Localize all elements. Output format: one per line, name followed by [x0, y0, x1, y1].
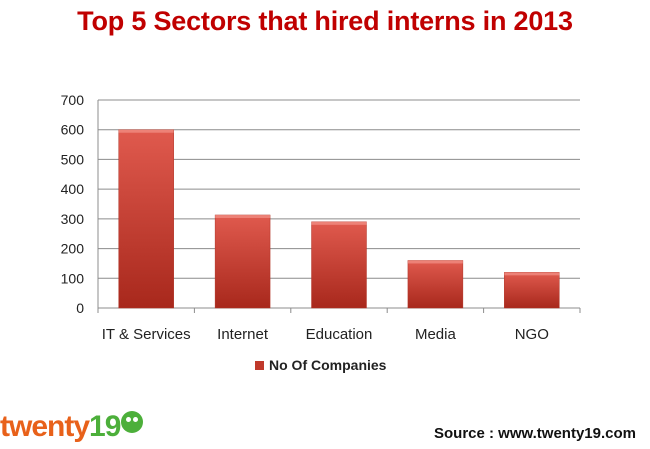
twenty19-logo: twenty 19 — [0, 410, 144, 444]
x-tick-label: Education — [306, 326, 373, 343]
y-tick-label: 400 — [61, 181, 85, 197]
chart-title: Top 5 Sectors that hired interns in 2013 — [77, 6, 573, 36]
legend-swatch — [255, 360, 264, 370]
y-tick-label: 500 — [61, 151, 85, 167]
y-tick-label: 600 — [61, 122, 85, 138]
y-tick-label: 200 — [61, 241, 85, 257]
chart-legend: No Of Companies — [255, 357, 386, 373]
bar — [214, 214, 271, 309]
logo-word: twenty — [0, 410, 90, 443]
y-tick-label: 100 — [61, 270, 85, 286]
bar-highlight — [215, 214, 271, 218]
y-tick-label: 0 — [76, 300, 84, 316]
bar — [407, 260, 464, 309]
x-tick-label: NGO — [515, 326, 549, 343]
bar-highlight — [118, 129, 174, 133]
x-tick-label: Internet — [217, 326, 269, 343]
y-tick-label: 300 — [61, 211, 85, 227]
x-tick-label: IT & Services — [102, 326, 191, 343]
bar — [118, 129, 174, 309]
legend-label: No Of Companies — [269, 357, 387, 373]
bar-highlight — [407, 260, 463, 264]
source-credit: Source : www.twenty19.com — [434, 425, 636, 442]
x-tick-label: Media — [415, 326, 457, 343]
y-tick-label: 700 — [61, 92, 85, 108]
bar-highlight — [504, 272, 560, 276]
bar-chart: 0 100 200 300 400 500 600 700 IT & Services Inter… — [61, 92, 581, 343]
bar — [311, 221, 367, 309]
smiley-face-icon — [121, 411, 144, 433]
logo-number: 19 — [89, 410, 121, 443]
bar-highlight — [311, 221, 367, 225]
bar — [504, 272, 560, 309]
